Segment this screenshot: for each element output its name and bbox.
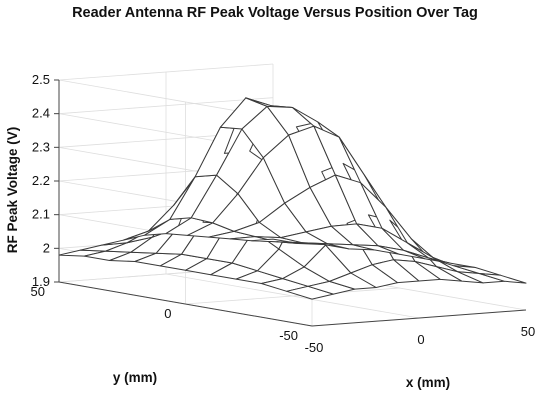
z-tick-label: 2.3 <box>32 139 50 154</box>
x-tick-label: 50 <box>521 324 535 339</box>
x-axis-label: x (mm) <box>406 375 450 390</box>
y-axis-label: y (mm) <box>113 370 157 385</box>
x-axis-line <box>311 309 527 327</box>
y-tick-label: 0 <box>164 306 171 321</box>
z-tick-label: 2.4 <box>32 106 50 121</box>
axes <box>54 79 527 327</box>
z-tick-label: 2 <box>43 240 50 255</box>
chart-title: Reader Antenna RF Peak Voltage Versus Po… <box>72 5 478 21</box>
x-tick-label: 0 <box>417 332 424 347</box>
z-tick-label: 2.5 <box>32 72 50 87</box>
tick-labels: 1.9 2 2.1 2.2 2.3 2.4 2.5 -50 0 50 -50 0 50 <box>31 72 536 355</box>
y-axis-line <box>58 281 313 327</box>
y-tick-label: -50 <box>279 328 298 343</box>
x-tick-label: -50 <box>305 340 324 355</box>
surface-mesh <box>58 97 527 300</box>
surface-cell <box>478 273 527 284</box>
z-tick-label: 2.2 <box>32 173 50 188</box>
z-tick-label: 2.1 <box>32 207 50 222</box>
y-tick-label: 50 <box>31 284 45 299</box>
z-axis-label: RF Peak Voltage (V) <box>5 127 20 254</box>
z-tick-label: 1.9 <box>32 274 50 289</box>
floor-gridline <box>185 287 400 305</box>
